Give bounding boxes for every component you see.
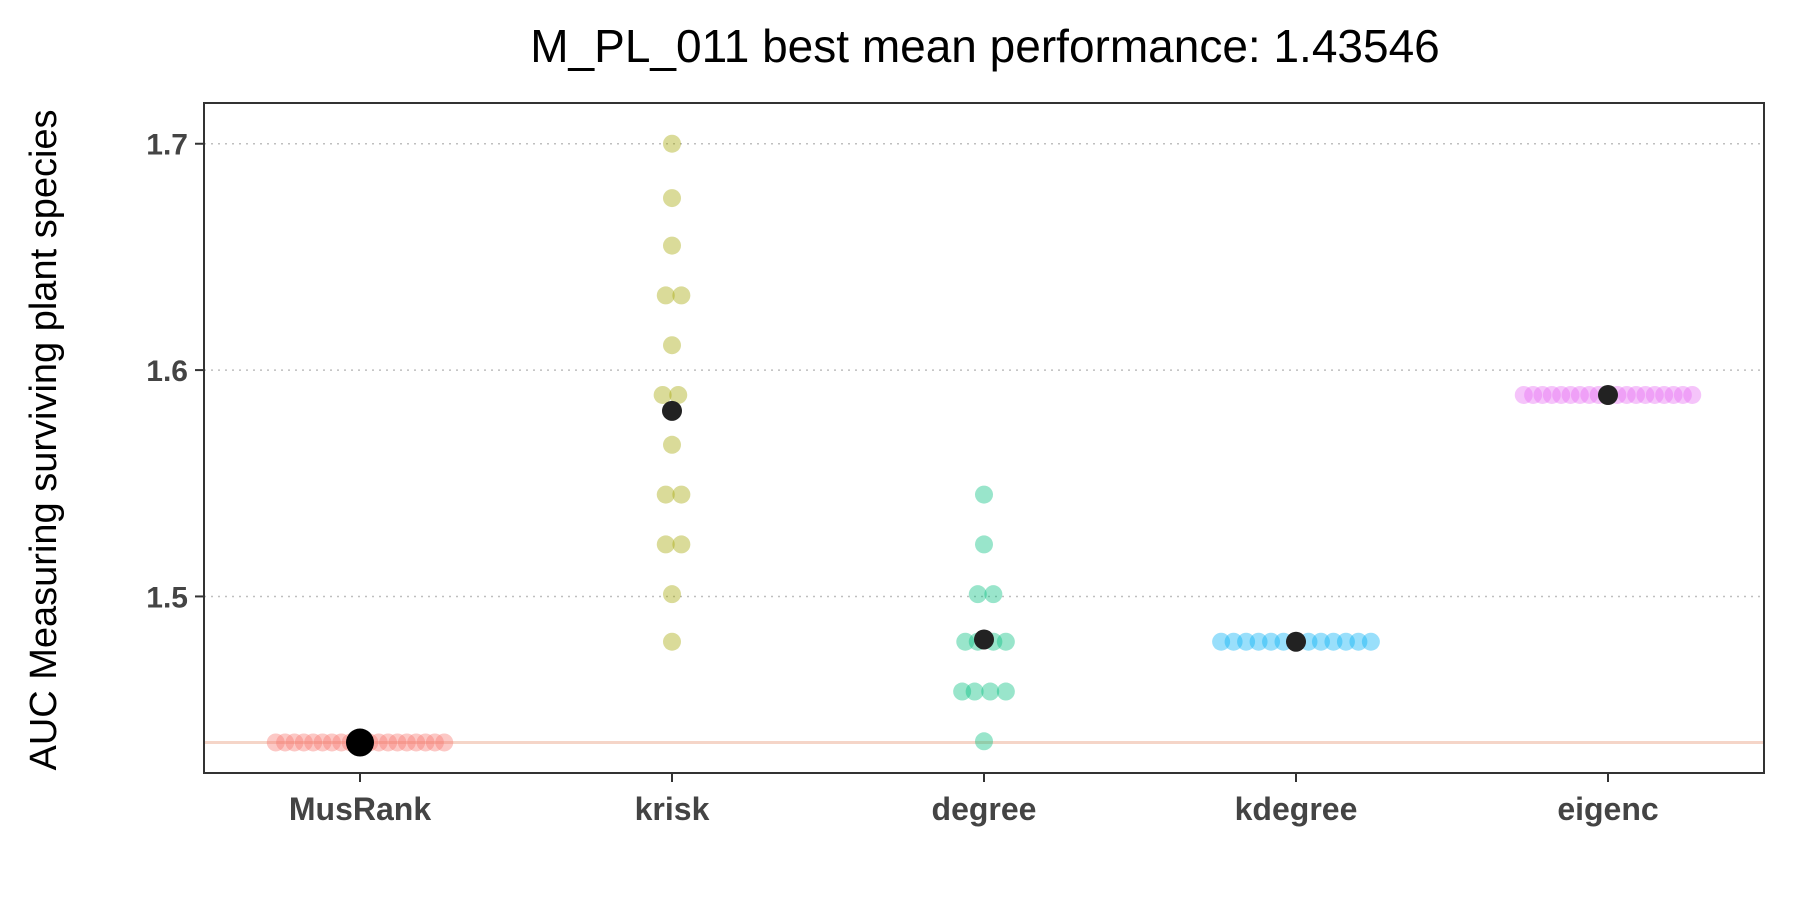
x-axis: MusRank krisk degree kdegree eigenc xyxy=(289,773,1659,827)
gridlines xyxy=(204,142,1764,598)
data-point xyxy=(435,733,454,752)
data-point xyxy=(1224,632,1243,651)
data-point xyxy=(425,733,444,752)
data-point xyxy=(1311,632,1330,651)
data-point xyxy=(276,733,295,752)
data-point xyxy=(407,733,426,752)
data-point xyxy=(656,485,675,504)
data-point xyxy=(1237,632,1256,651)
data-point xyxy=(285,733,304,752)
y-axis: 1.5 1.6 1.7 xyxy=(146,129,204,614)
x-tick-label: degree xyxy=(932,791,1037,827)
data-point xyxy=(1617,385,1636,404)
data-point xyxy=(996,632,1015,651)
data-point xyxy=(1361,632,1380,651)
data-point xyxy=(663,435,681,454)
plot-frame xyxy=(203,102,1765,774)
data-point xyxy=(1627,385,1646,404)
x-tick-label: MusRank xyxy=(289,791,431,827)
data-point xyxy=(672,286,691,305)
data-point xyxy=(653,385,672,404)
mean-markers xyxy=(346,384,1618,757)
data-point xyxy=(1249,632,1268,651)
data-point xyxy=(663,336,681,355)
y-tick-label: 1.7 xyxy=(146,129,188,162)
data-point xyxy=(1561,385,1580,404)
data-point xyxy=(1683,385,1702,404)
series-kdegree xyxy=(1212,632,1380,651)
data-point xyxy=(953,682,972,701)
y-tick-label: 1.6 xyxy=(146,355,188,388)
data-point xyxy=(663,134,681,153)
data-point xyxy=(369,733,388,752)
chart-title: M_PL_011 best mean performance: 1.43546 xyxy=(530,20,1440,72)
data-point xyxy=(968,585,987,604)
data-point xyxy=(1262,632,1281,651)
data-point xyxy=(1673,385,1692,404)
data-point xyxy=(1636,385,1655,404)
data-point xyxy=(663,585,681,604)
data-point xyxy=(379,733,398,752)
data-point xyxy=(1580,385,1599,404)
series-degree xyxy=(953,485,1015,751)
series-krisk xyxy=(653,134,691,651)
data-point xyxy=(1349,632,1368,651)
mean-marker xyxy=(1598,384,1618,405)
data-point xyxy=(965,682,984,701)
data-point xyxy=(984,585,1003,604)
data-point xyxy=(663,189,681,208)
data-point xyxy=(322,733,341,752)
data-point xyxy=(1542,385,1561,404)
data-point xyxy=(981,682,1000,701)
data-point xyxy=(266,733,285,752)
data-points xyxy=(266,134,1702,752)
mean-marker xyxy=(974,629,994,650)
data-point xyxy=(975,535,993,554)
data-point xyxy=(332,733,351,752)
data-point xyxy=(304,733,323,752)
y-tick-label: 1.5 xyxy=(146,581,188,614)
data-point xyxy=(656,535,675,554)
y-axis-label: AUC Measuring surviving plant species xyxy=(23,109,65,770)
data-point xyxy=(397,733,416,752)
data-point xyxy=(669,385,688,404)
data-point xyxy=(1514,385,1533,404)
data-point xyxy=(1645,385,1664,404)
data-point xyxy=(1664,385,1683,404)
data-point xyxy=(416,733,435,752)
x-tick-label: kdegree xyxy=(1235,791,1358,827)
data-point xyxy=(1336,632,1355,651)
data-point xyxy=(672,485,691,504)
mean-marker xyxy=(1286,631,1306,652)
data-point xyxy=(1524,385,1543,404)
data-point xyxy=(1570,385,1589,404)
data-point xyxy=(1533,385,1552,404)
data-point xyxy=(672,535,691,554)
data-point xyxy=(663,236,681,255)
data-point xyxy=(996,682,1015,701)
data-point xyxy=(294,733,313,752)
mean-marker xyxy=(346,728,374,757)
data-point xyxy=(1552,385,1571,404)
data-point xyxy=(388,733,407,752)
data-point xyxy=(656,286,675,305)
data-point xyxy=(975,732,993,751)
x-tick-label: eigenc xyxy=(1557,791,1658,827)
data-point xyxy=(1655,385,1674,404)
data-point xyxy=(1324,632,1343,651)
data-point xyxy=(663,632,681,651)
mean-marker xyxy=(662,400,682,421)
data-point xyxy=(956,632,975,651)
series-eigenc xyxy=(1514,385,1702,404)
x-tick-label: krisk xyxy=(635,791,710,827)
data-point xyxy=(1212,632,1231,651)
data-point xyxy=(313,733,332,752)
data-point xyxy=(975,485,993,504)
